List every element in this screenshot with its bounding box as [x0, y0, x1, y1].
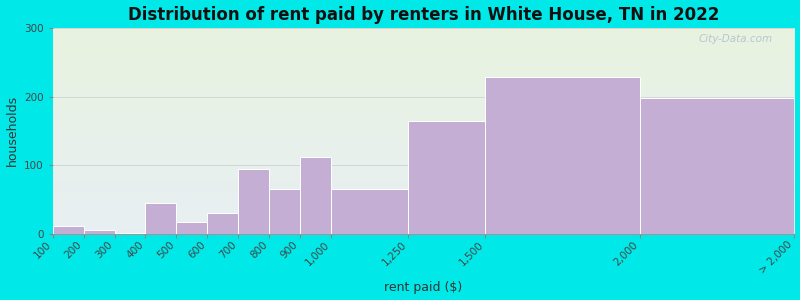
Y-axis label: households: households — [6, 95, 18, 166]
Bar — [53, 226, 84, 234]
Bar — [146, 203, 176, 234]
Bar — [238, 169, 269, 234]
Bar — [84, 230, 114, 234]
Bar — [207, 213, 238, 234]
Bar — [269, 189, 300, 234]
Bar — [640, 98, 794, 234]
Bar — [331, 189, 408, 234]
Bar — [300, 157, 331, 234]
Text: City-Data.com: City-Data.com — [698, 34, 772, 44]
Bar — [408, 121, 486, 234]
Title: Distribution of rent paid by renters in White House, TN in 2022: Distribution of rent paid by renters in … — [128, 6, 719, 24]
Bar — [114, 232, 146, 234]
X-axis label: rent paid ($): rent paid ($) — [385, 281, 462, 294]
Bar — [486, 77, 640, 234]
Bar — [176, 222, 207, 234]
